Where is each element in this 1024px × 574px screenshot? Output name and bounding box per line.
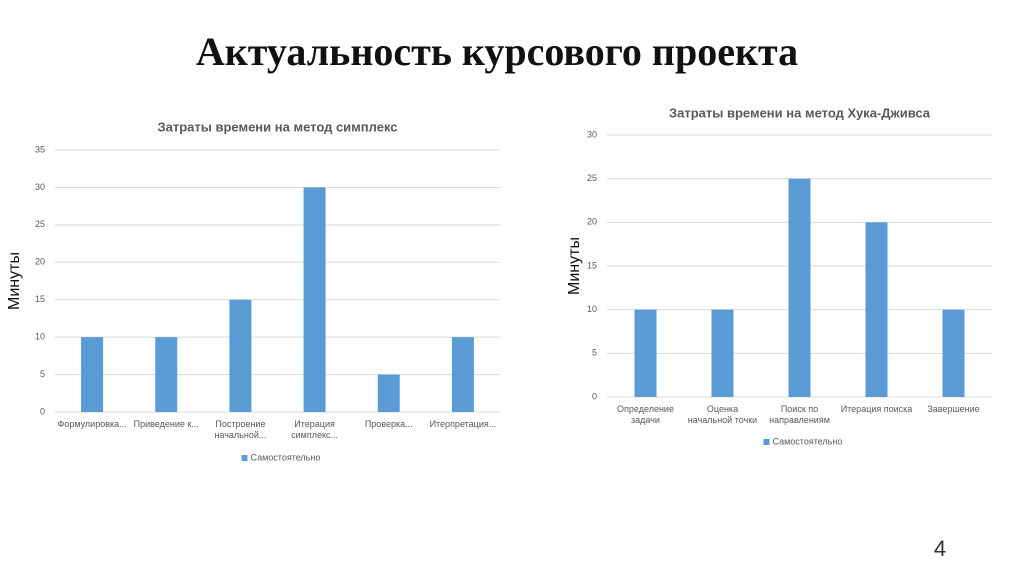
- y-tick-label: 0: [592, 391, 597, 401]
- x-tick-label: Завершение: [927, 404, 980, 414]
- y-tick-label: 5: [40, 369, 45, 379]
- x-tick-label: Построение начальной...: [214, 419, 267, 440]
- x-tick-label: Формулировка...: [57, 419, 127, 429]
- y-tick-label: 5: [592, 348, 597, 358]
- y-axis-label: Минуты: [6, 252, 23, 310]
- y-tick-label: 20: [587, 217, 597, 227]
- x-tick-label: Определение задачи: [617, 404, 674, 425]
- bar: [865, 222, 888, 397]
- x-tick-label: Итерпретация...: [429, 419, 497, 429]
- chart-title: Затраты времени на метод Хука-Дживса: [669, 105, 931, 120]
- x-tick-label: Проверка...: [364, 419, 413, 429]
- y-tick-label: 30: [35, 182, 45, 192]
- x-tick-label: Приведение к...: [133, 419, 199, 429]
- y-tick-label: 25: [587, 173, 597, 183]
- y-tick-label: 25: [35, 219, 45, 229]
- y-tick-label: 35: [35, 144, 45, 154]
- x-tick-label: Итерация поиска: [840, 404, 913, 414]
- y-tick-label: 15: [587, 260, 597, 270]
- bar: [81, 337, 104, 412]
- legend-swatch: [241, 455, 248, 461]
- bar: [155, 337, 178, 412]
- x-tick-label: Оценка начальной точки: [687, 404, 758, 425]
- y-tick-label: 10: [35, 332, 45, 342]
- page-number: 4: [934, 536, 946, 561]
- bar: [303, 187, 326, 412]
- bar: [377, 374, 400, 412]
- y-tick-label: 0: [40, 406, 45, 416]
- bar: [942, 309, 965, 397]
- x-tick-label: Итерация симплекс...: [291, 419, 339, 440]
- legend-label: Самостоятельно: [773, 436, 843, 446]
- bar: [711, 309, 734, 397]
- y-tick-label: 30: [587, 129, 597, 139]
- chart-title: Затраты времени на метод симплекс: [157, 119, 397, 134]
- y-axis-label: Минуты: [566, 237, 583, 295]
- y-tick-label: 10: [587, 304, 597, 314]
- bar: [634, 309, 657, 397]
- x-tick-label: Поиск по направлениям: [769, 404, 830, 425]
- bar: [229, 299, 252, 412]
- bar: [788, 178, 811, 397]
- legend-label: Самостоятельно: [251, 452, 321, 462]
- slide-title: Актуальность курсового проекта: [196, 29, 798, 74]
- bar: [451, 337, 474, 412]
- y-tick-label: 20: [35, 257, 45, 267]
- legend-swatch: [763, 439, 770, 445]
- y-tick-label: 15: [35, 294, 45, 304]
